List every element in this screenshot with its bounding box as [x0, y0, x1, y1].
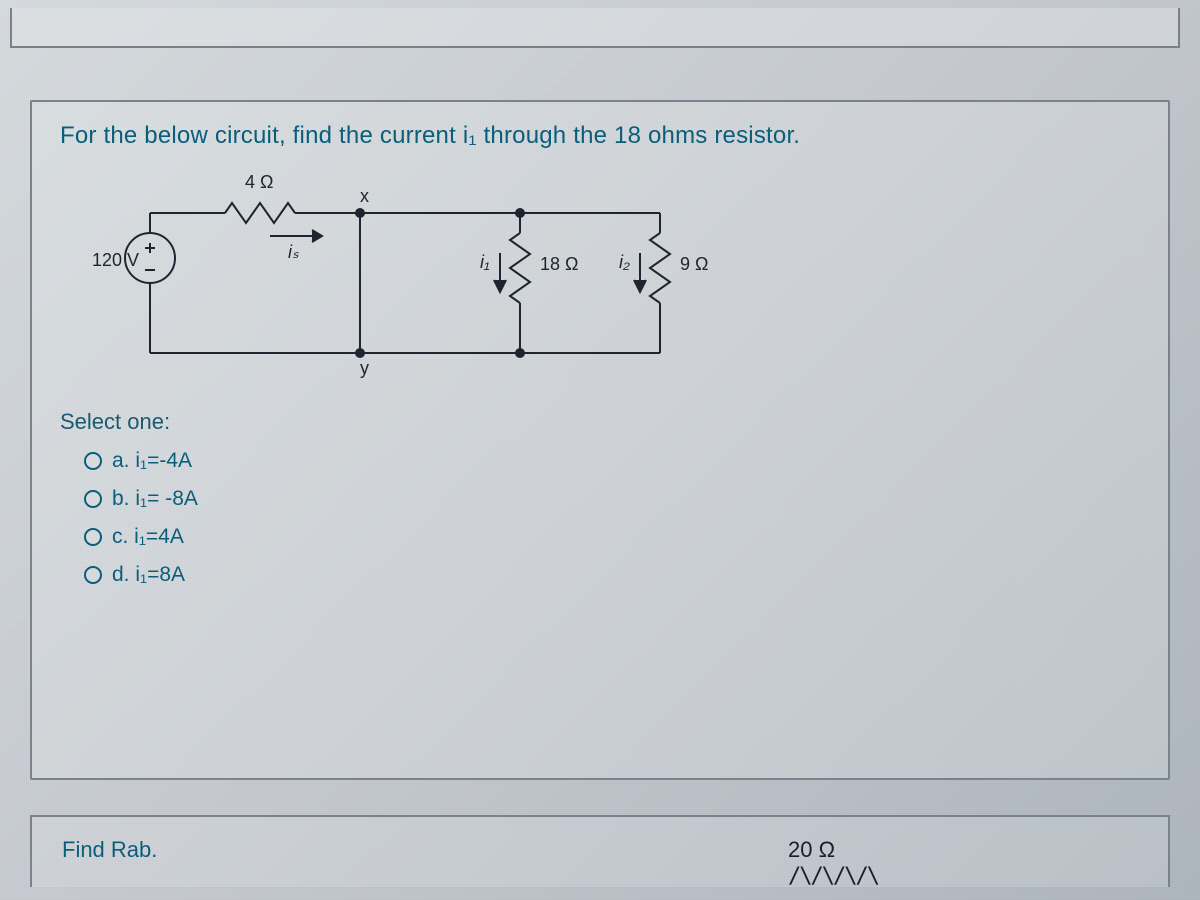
r2-label: 18 Ω: [540, 254, 578, 274]
select-one-label: Select one:: [60, 409, 1140, 435]
radio-icon: [84, 452, 102, 470]
option-label: a. i₁=-4A: [112, 449, 192, 473]
node-y-label: y: [360, 358, 369, 378]
question-text: For the below circuit, find the current …: [60, 122, 1140, 150]
options-group: a. i₁=-4A b. i₁= -8A c. i₁=4A d. i₁=8A: [60, 449, 1140, 587]
next-question-card: Find Rab. 20 Ω ⁡/\/\/\/\: [30, 815, 1170, 887]
option-a[interactable]: a. i₁=-4A: [84, 449, 1140, 473]
resistor-zig-icon: ⁡/\/\/\/\: [788, 864, 878, 889]
option-label: d. i₁=8A: [112, 563, 185, 587]
find-rab-text: Find Rab.: [62, 837, 1138, 863]
radio-icon: [84, 528, 102, 546]
circuit-diagram: 120 V 4 Ω x y iₛ i₁ 18 Ω i₂ 9 Ω: [60, 158, 780, 383]
is-label: iₛ: [288, 242, 299, 262]
option-d[interactable]: d. i₁=8A: [84, 563, 1140, 587]
option-b[interactable]: b. i₁= -8A: [84, 487, 1140, 511]
r1-label: 4 Ω: [245, 172, 273, 192]
i1-label: i₁: [480, 252, 490, 272]
r3-label: 9 Ω: [680, 254, 708, 274]
rab-r-label: 20 Ω: [788, 837, 835, 862]
option-c[interactable]: c. i₁=4A: [84, 525, 1140, 549]
option-label: c. i₁=4A: [112, 525, 184, 549]
option-label: b. i₁= -8A: [112, 487, 198, 511]
node-x-label: x: [360, 186, 369, 206]
rab-resistor-fragment: 20 Ω ⁡/\/\/\/\: [788, 837, 878, 889]
top-frame-border: [10, 8, 1180, 48]
i2-label: i₂: [619, 252, 630, 272]
radio-icon: [84, 566, 102, 584]
radio-icon: [84, 490, 102, 508]
source-label: 120 V: [92, 250, 139, 270]
question-card: For the below circuit, find the current …: [30, 100, 1170, 780]
